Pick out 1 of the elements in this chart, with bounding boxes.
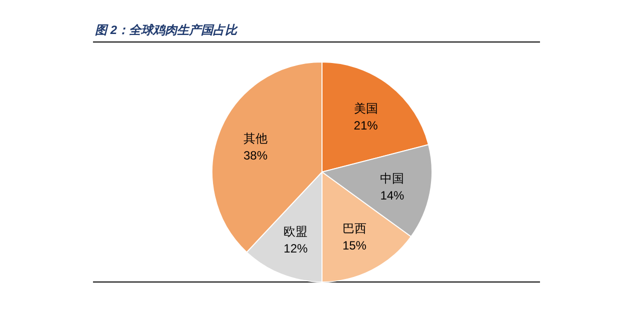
title: 图 2：全球鸡肉生产国占比 [95, 23, 238, 37]
